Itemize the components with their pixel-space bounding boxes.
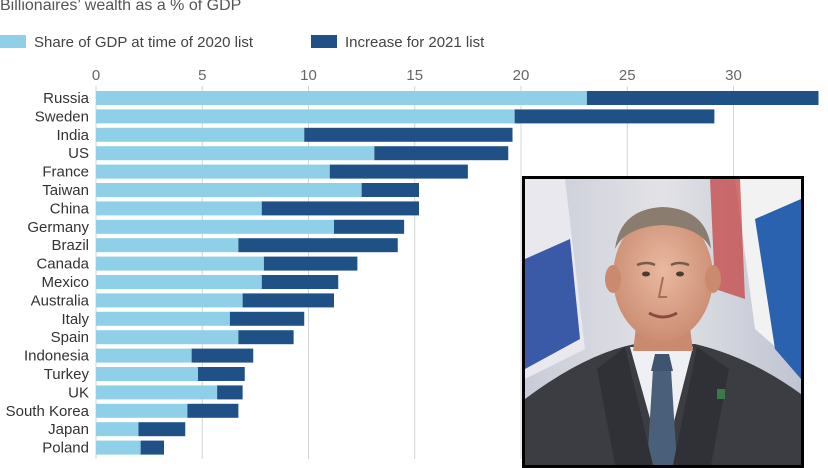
bar-share-2020 [96, 164, 330, 179]
bar-increase-2021 [217, 385, 243, 400]
category-label: India [56, 127, 89, 144]
bar-share-2020 [96, 127, 305, 142]
x-tick-label: 15 [406, 67, 423, 84]
category-label: Japan [48, 421, 89, 438]
category-label: UK [68, 384, 89, 401]
legend-label-series-2: Increase for 2021 list [345, 34, 485, 51]
bar-share-2020 [96, 275, 262, 289]
bar-increase-2021 [187, 403, 239, 418]
legend: Share of GDP at time of 2020 list Increa… [0, 34, 485, 51]
portrait-photo-icon [525, 179, 801, 465]
category-label: France [42, 164, 89, 181]
bar-share-2020 [96, 238, 239, 253]
bar-increase-2021 [238, 238, 398, 253]
bar-increase-2021 [329, 164, 468, 179]
bar-share-2020 [96, 422, 139, 437]
bar-increase-2021 [263, 256, 358, 271]
bar-increase-2021 [238, 330, 294, 345]
category-label: Brazil [51, 237, 89, 254]
bar-share-2020 [96, 311, 230, 326]
x-tick-label: 20 [513, 67, 530, 84]
bar-share-2020 [96, 201, 262, 216]
bar-share-2020 [96, 91, 587, 105]
bar-increase-2021 [138, 422, 186, 437]
x-tick-label: 5 [198, 67, 206, 84]
bar-share-2020 [96, 403, 188, 418]
bar-share-2020 [96, 293, 243, 308]
bar-increase-2021 [261, 201, 419, 216]
category-label: Turkey [44, 366, 90, 383]
bar-share-2020 [96, 183, 362, 197]
bar-increase-2021 [514, 109, 715, 124]
portrait-photo [522, 176, 804, 468]
bar-share-2020 [96, 348, 192, 363]
x-tick-label: 0 [92, 67, 100, 84]
bar-share-2020 [96, 109, 515, 124]
category-label: Canada [36, 256, 89, 273]
bar-share-2020 [96, 440, 141, 455]
bar-share-2020 [96, 219, 334, 234]
bar-increase-2021 [242, 293, 334, 308]
category-label: Italy [61, 311, 89, 328]
category-label: US [68, 145, 89, 162]
bar-increase-2021 [586, 91, 819, 105]
category-label: Australia [31, 292, 90, 309]
category-label: Spain [51, 329, 89, 346]
bar-increase-2021 [334, 219, 405, 234]
category-label: Poland [42, 440, 89, 457]
x-axis-ticks: 0 5 10 15 20 25 30 [92, 67, 742, 84]
bar-increase-2021 [304, 127, 513, 142]
bar-increase-2021 [229, 311, 305, 326]
bars [96, 91, 819, 455]
bar-increase-2021 [140, 440, 164, 455]
legend-swatch-series-1 [0, 35, 26, 48]
legend-label-series-1: Share of GDP at time of 2020 list [34, 34, 254, 51]
category-label: Taiwan [42, 182, 89, 199]
category-label: Mexico [41, 274, 89, 291]
chart-title: Billionaires’ wealth as a % of GDP [0, 0, 241, 14]
bar-share-2020 [96, 146, 375, 161]
bar-share-2020 [96, 385, 218, 400]
x-tick-label: 30 [725, 67, 742, 84]
category-label: Russia [43, 90, 90, 107]
x-tick-label: 25 [619, 67, 636, 84]
bar-increase-2021 [191, 348, 254, 363]
bar-share-2020 [96, 330, 239, 345]
bar-increase-2021 [198, 367, 245, 381]
category-label: Indonesia [24, 348, 90, 365]
category-label: Germany [27, 219, 89, 236]
bar-share-2020 [96, 256, 264, 271]
category-label: China [50, 200, 90, 217]
bar-share-2020 [96, 367, 198, 381]
bar-increase-2021 [374, 146, 509, 161]
category-label: Sweden [35, 108, 89, 125]
x-tick-label: 10 [300, 67, 317, 84]
category-label: South Korea [6, 403, 90, 420]
bar-increase-2021 [261, 275, 339, 289]
legend-swatch-series-2 [311, 35, 337, 48]
bar-increase-2021 [361, 183, 419, 197]
